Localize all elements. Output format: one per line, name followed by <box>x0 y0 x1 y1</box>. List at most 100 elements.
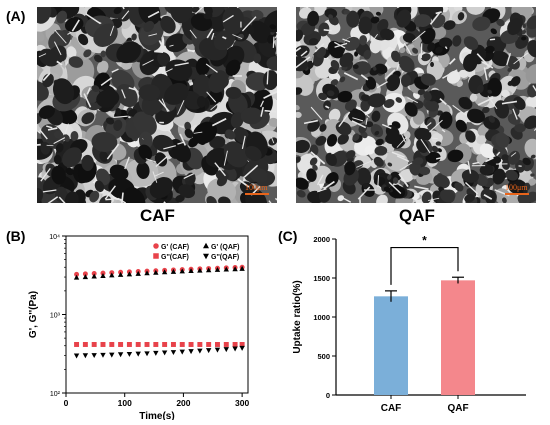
data-point-triangle-down <box>144 351 150 357</box>
sem-pore <box>96 89 120 108</box>
sem-edge <box>58 196 66 203</box>
sem-edge <box>429 11 441 25</box>
data-point-triangle-up <box>91 273 97 279</box>
sem-pore <box>492 149 498 154</box>
sem-edge <box>398 128 406 143</box>
sem-pore <box>420 73 436 86</box>
sem-pore <box>476 84 484 94</box>
sem-edge <box>310 106 323 120</box>
legend-label: G' (QAF) <box>211 244 240 251</box>
data-point-triangle-down <box>73 353 80 359</box>
sem-edge <box>300 50 308 57</box>
sem-pore <box>213 30 236 51</box>
sem-pore <box>138 7 161 25</box>
sem-wall <box>431 133 443 143</box>
data-point-triangle-up <box>239 265 245 271</box>
panel-label-b: (B) <box>6 228 26 244</box>
sem-pore <box>70 130 79 142</box>
data-point-circle <box>74 271 80 277</box>
y-tick-label: 1500 <box>313 274 330 283</box>
sem-pore <box>100 50 106 58</box>
sem-edge <box>340 196 352 203</box>
sem-wall <box>458 69 469 78</box>
sem-pore <box>390 171 402 181</box>
sem-pore <box>65 167 75 176</box>
sem-pore <box>501 159 510 170</box>
sem-pore <box>374 63 388 75</box>
sem-edge <box>260 106 264 117</box>
sem-pore <box>296 156 301 163</box>
data-point-triangle-up <box>100 273 106 278</box>
sem-pore <box>113 119 123 131</box>
sem-edge <box>312 55 314 63</box>
sem-pore <box>375 138 384 146</box>
data-point-triangle-down <box>179 349 185 355</box>
data-point-triangle-up <box>144 270 150 276</box>
sem-pore <box>53 154 62 165</box>
sem-pore <box>463 53 478 72</box>
sem-wall <box>525 64 536 84</box>
sem-pore <box>373 156 384 167</box>
sem-edge <box>272 36 275 48</box>
data-point-circle <box>91 271 97 276</box>
sem-pore <box>386 74 401 92</box>
sem-pore <box>447 149 464 163</box>
sem-pore <box>492 168 506 185</box>
sem-pore <box>371 110 381 122</box>
sem-pore <box>136 161 150 179</box>
sem-edge <box>510 152 517 157</box>
sem-pore <box>494 100 510 119</box>
sem-pore <box>307 10 320 27</box>
sem-pore <box>337 90 353 103</box>
sem-pore <box>296 177 309 190</box>
data-point-square <box>197 342 203 347</box>
data-point-triangle-down <box>197 348 203 354</box>
sem-pore <box>365 121 374 128</box>
sem-edge <box>86 87 91 95</box>
sem-pore <box>330 79 339 87</box>
sem-edge <box>232 34 243 40</box>
sem-pore <box>345 150 356 159</box>
sem-pore <box>524 115 536 129</box>
bar <box>374 296 408 395</box>
sem-edge <box>260 100 264 108</box>
sem-pore <box>465 130 476 143</box>
sem-pore <box>344 99 357 111</box>
sem-edge <box>303 119 319 125</box>
sem-pore <box>296 87 303 95</box>
sem-pore <box>78 33 89 46</box>
sem-wall <box>528 178 536 186</box>
sem-pore <box>132 111 157 136</box>
sem-pore <box>93 54 103 63</box>
sem-edge <box>71 19 80 32</box>
sem-pore <box>149 177 173 199</box>
sem-pore <box>105 117 115 125</box>
sem-pore <box>225 86 242 100</box>
sem-pore <box>412 47 419 54</box>
sem-pore <box>457 12 465 21</box>
data-point-square <box>135 342 141 347</box>
sem-edge <box>352 117 364 122</box>
sem-pore <box>417 89 426 95</box>
sem-edge <box>193 131 203 134</box>
sem-pore <box>138 144 153 161</box>
sem-edge <box>47 196 59 203</box>
legend-label: G''(QAF) <box>211 254 239 261</box>
sem-pore <box>94 180 105 192</box>
scale-bar-line-qaf <box>505 193 529 195</box>
sem-edge <box>439 146 441 149</box>
sem-edge <box>121 192 124 203</box>
sem-edge <box>399 162 413 171</box>
sem-pore <box>430 61 434 67</box>
sem-pore <box>454 182 464 192</box>
sem-edge <box>83 93 92 108</box>
sem-pore <box>413 157 424 165</box>
sem-edge <box>128 87 137 91</box>
data-point-triangle-up <box>232 266 238 272</box>
sem-edge <box>377 175 380 188</box>
sem-edge <box>371 33 378 42</box>
sem-edge <box>388 181 402 194</box>
sem-pore <box>138 84 161 101</box>
sem-pore <box>222 7 245 35</box>
sem-pore <box>522 23 526 28</box>
